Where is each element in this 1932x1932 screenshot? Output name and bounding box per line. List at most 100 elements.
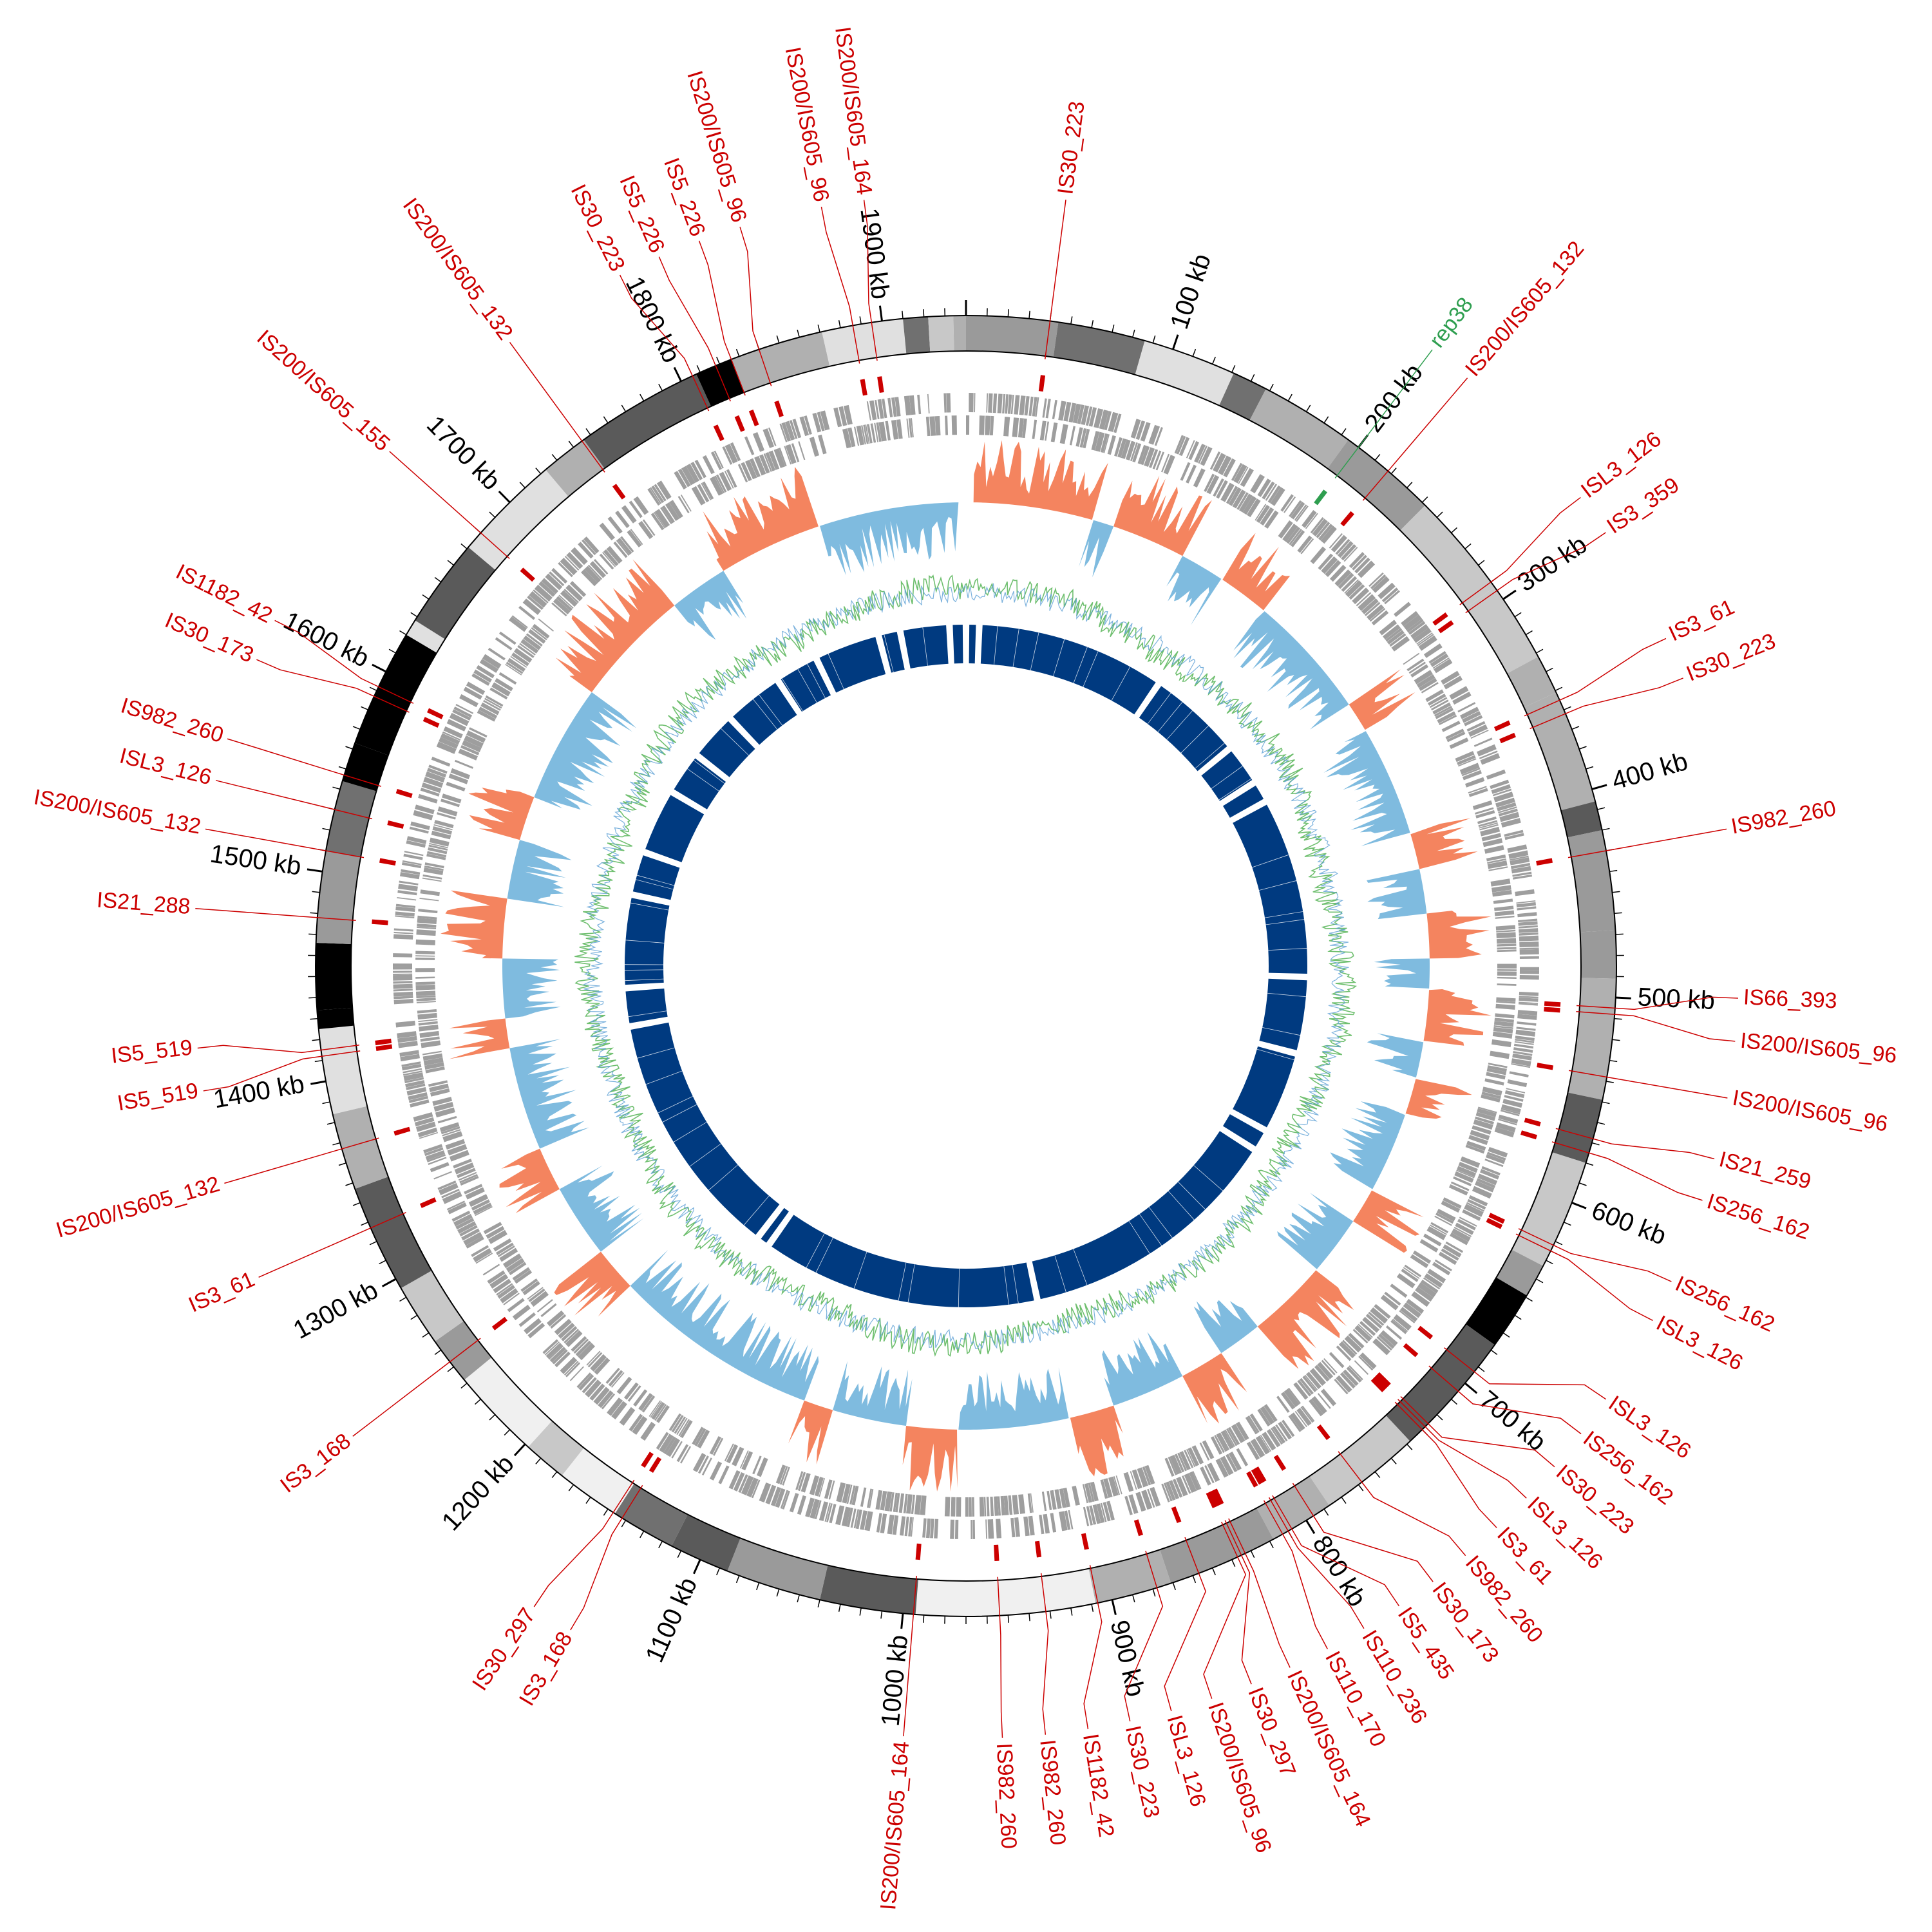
gene-block bbox=[867, 1488, 873, 1508]
gene-block bbox=[566, 552, 583, 569]
gene-block bbox=[1314, 1365, 1330, 1382]
feature-connector bbox=[215, 780, 373, 820]
gene-block bbox=[393, 953, 413, 958]
gene-block bbox=[571, 547, 588, 565]
inner-block-stripe bbox=[1012, 629, 1019, 667]
gene-block bbox=[403, 1072, 424, 1081]
inner-block-stripe bbox=[807, 663, 826, 699]
feature-connector bbox=[1338, 1451, 1466, 1557]
gene-block bbox=[741, 1451, 753, 1471]
gene-block bbox=[483, 1222, 502, 1235]
gene-block bbox=[410, 1099, 430, 1108]
gc-skew-negative bbox=[674, 571, 747, 640]
gene-block bbox=[1455, 1222, 1474, 1235]
gene-block bbox=[1170, 1454, 1182, 1475]
gene-block bbox=[718, 1465, 730, 1484]
gene-block bbox=[1226, 486, 1238, 504]
gene-block bbox=[1267, 485, 1281, 504]
gene-block bbox=[536, 1299, 553, 1312]
gene-block bbox=[773, 448, 786, 468]
gene-block bbox=[925, 416, 931, 437]
gene-block bbox=[893, 1492, 898, 1512]
inner-block-stripe bbox=[708, 1164, 738, 1191]
gene-block bbox=[455, 1217, 475, 1230]
gene-block bbox=[1321, 556, 1338, 574]
tick-label: 900 kb bbox=[1105, 1618, 1150, 1700]
gene-block bbox=[473, 669, 493, 683]
gene-block bbox=[1246, 498, 1261, 518]
gene-block bbox=[423, 777, 444, 788]
gc-skew-positive bbox=[902, 1425, 958, 1492]
gc-skew-positive bbox=[1405, 1079, 1472, 1119]
gene-block bbox=[1007, 394, 1012, 414]
gene-block bbox=[1246, 1441, 1260, 1461]
gene-block bbox=[1232, 489, 1246, 509]
gene-block bbox=[694, 459, 706, 478]
gene-block bbox=[1515, 1036, 1535, 1041]
gc-skew-positive bbox=[1423, 989, 1492, 1046]
gene-block bbox=[779, 423, 788, 442]
gene-block bbox=[1354, 557, 1370, 574]
gene-block bbox=[896, 419, 903, 439]
gene-block bbox=[499, 1247, 518, 1262]
minor-tick bbox=[639, 1531, 645, 1539]
gene-block bbox=[1441, 721, 1461, 732]
minor-tick bbox=[519, 482, 526, 489]
gene-block bbox=[1260, 1434, 1272, 1452]
minor-tick bbox=[1323, 1508, 1329, 1516]
tick-label: 100 kb bbox=[1165, 251, 1217, 333]
gene-block bbox=[1487, 860, 1508, 869]
gene-block bbox=[1368, 572, 1384, 587]
ideogram-band bbox=[1219, 373, 1266, 421]
gene-block bbox=[701, 1457, 712, 1476]
feature-connector bbox=[658, 256, 732, 402]
inner-block bbox=[903, 625, 949, 668]
minor-tick bbox=[388, 649, 396, 654]
gene-block bbox=[1497, 983, 1517, 986]
gene-block bbox=[651, 1401, 665, 1420]
gene-block bbox=[1408, 621, 1426, 635]
gene-block bbox=[518, 1312, 536, 1327]
minor-tick bbox=[327, 1122, 335, 1125]
gene-block bbox=[1223, 458, 1236, 478]
gene-block bbox=[1490, 779, 1510, 790]
minor-tick bbox=[1269, 383, 1274, 392]
gene-block bbox=[818, 434, 827, 455]
gene-block bbox=[702, 455, 715, 475]
feature-connector bbox=[352, 1338, 481, 1437]
major-tick bbox=[1172, 334, 1179, 350]
gene-block bbox=[1430, 1222, 1449, 1233]
gene-block bbox=[1003, 417, 1010, 437]
gene-block bbox=[680, 1446, 692, 1464]
gene-block bbox=[439, 1182, 459, 1195]
gene-block bbox=[485, 695, 504, 707]
gene-block bbox=[1250, 474, 1265, 494]
gene-block bbox=[459, 1225, 478, 1237]
ideogram-band bbox=[1256, 1476, 1330, 1540]
inner-block-stripe bbox=[1073, 647, 1088, 683]
ideogram-band bbox=[316, 851, 361, 944]
gene-block bbox=[578, 1343, 596, 1361]
gene-block bbox=[462, 740, 482, 753]
gene-block bbox=[471, 1245, 489, 1257]
gene-block bbox=[1482, 1086, 1502, 1096]
gene-block bbox=[1160, 453, 1170, 473]
gene-block bbox=[507, 1298, 525, 1312]
gene-block bbox=[415, 955, 435, 957]
gene-block bbox=[630, 529, 643, 545]
gene-block bbox=[1446, 731, 1466, 743]
gene-block bbox=[477, 710, 496, 722]
gene-block bbox=[1361, 598, 1379, 614]
gene-block bbox=[518, 605, 536, 620]
minor-tick bbox=[696, 365, 701, 373]
major-tick bbox=[307, 868, 323, 873]
gene-block bbox=[1477, 1108, 1497, 1117]
gene-block bbox=[395, 904, 416, 909]
minor-tick bbox=[535, 1457, 542, 1464]
gene-block bbox=[448, 773, 469, 784]
gene-block bbox=[1381, 587, 1399, 603]
gene-block bbox=[891, 419, 898, 440]
gene-block bbox=[428, 847, 448, 855]
gene-block bbox=[459, 694, 478, 708]
